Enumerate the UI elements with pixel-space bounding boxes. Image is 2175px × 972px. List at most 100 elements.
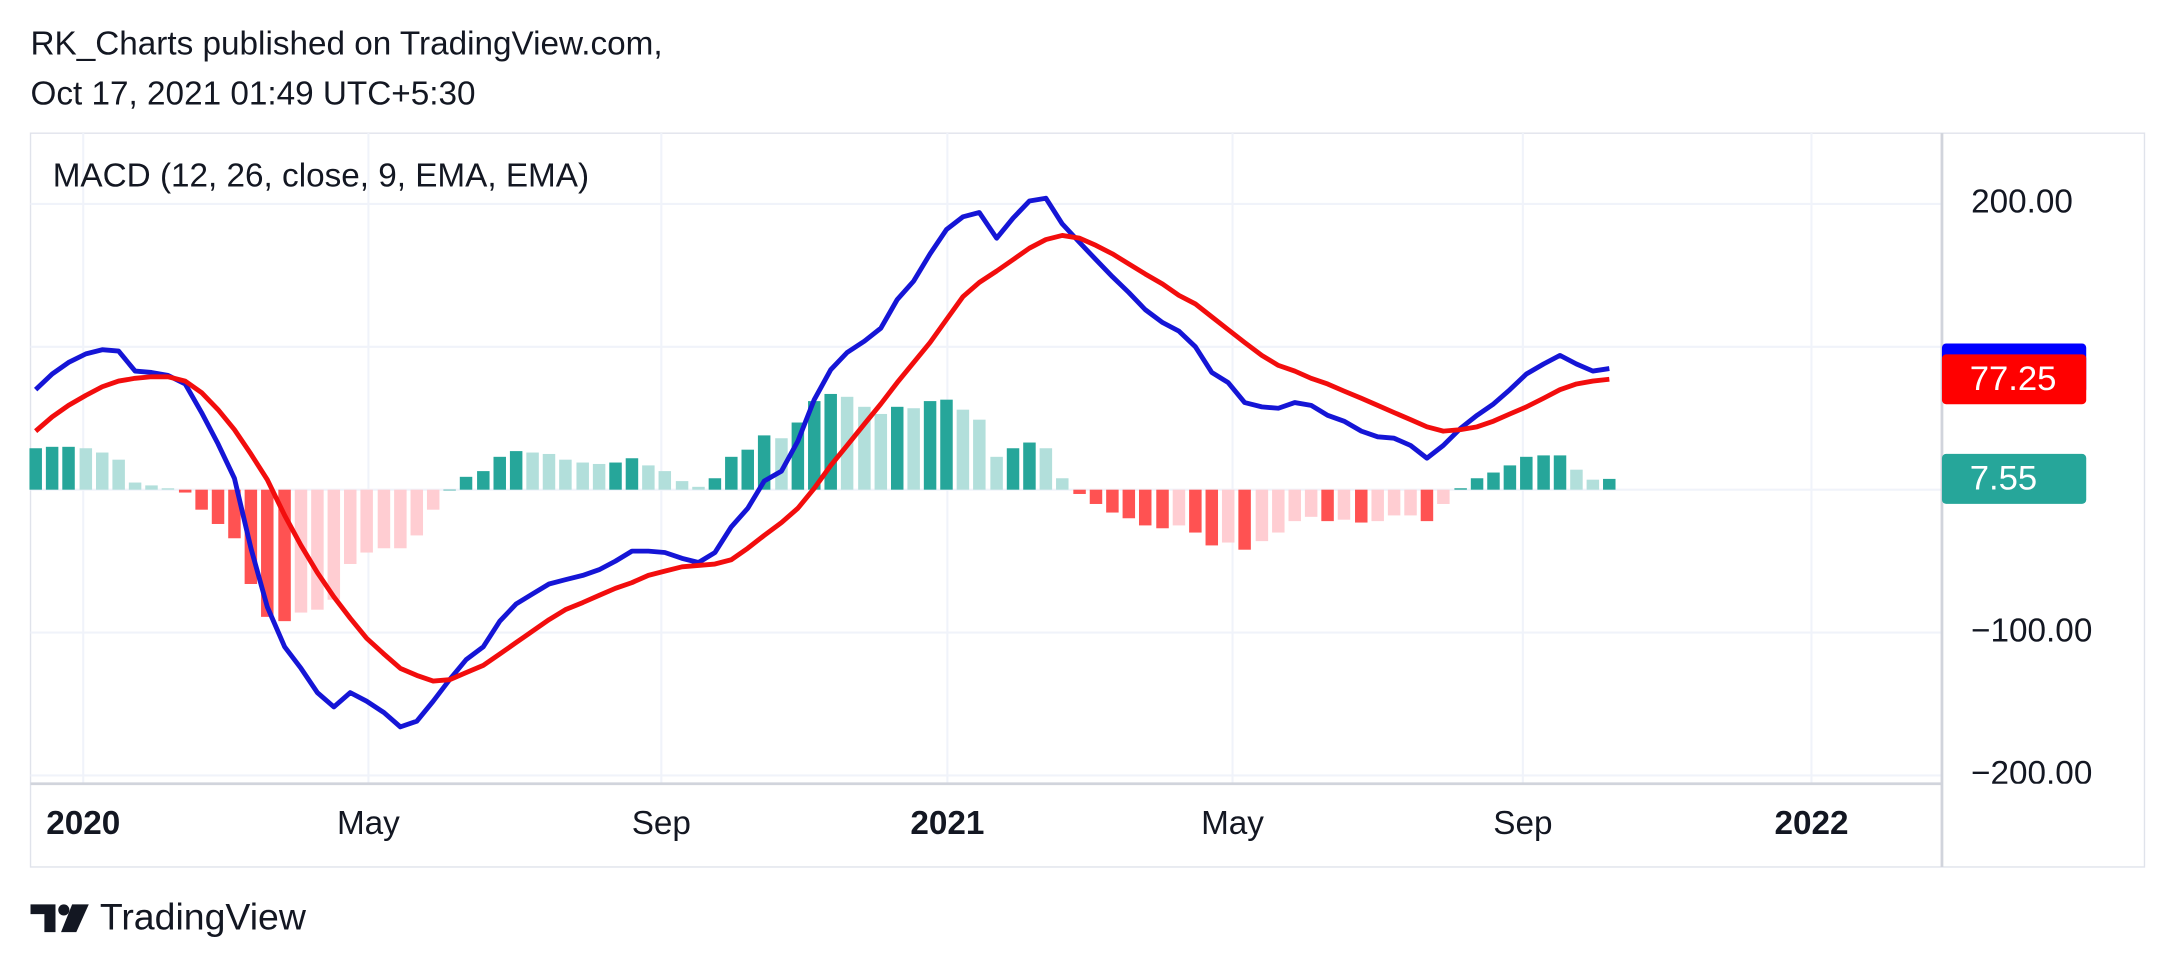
logo-dot bbox=[58, 904, 70, 916]
histogram-bar bbox=[443, 489, 456, 491]
x-tick-label: 2022 bbox=[1774, 805, 1848, 842]
histogram-bar bbox=[1520, 456, 1533, 490]
histogram-bar bbox=[973, 419, 986, 490]
histogram-bar bbox=[642, 465, 655, 490]
histogram-bar bbox=[940, 399, 953, 490]
histogram-bar bbox=[1404, 489, 1417, 516]
histogram-bar bbox=[95, 452, 109, 490]
histogram-bar bbox=[1487, 472, 1500, 490]
histogram-bar bbox=[625, 458, 639, 490]
publisher: RK_Charts published on TradingView.com, bbox=[31, 26, 663, 63]
histogram-bar bbox=[1304, 489, 1318, 517]
histogram-bar bbox=[658, 471, 672, 490]
histogram-bar bbox=[808, 401, 821, 490]
histogram-bar bbox=[344, 489, 357, 564]
series-line bbox=[34, 232, 1610, 684]
x-tick-label: May bbox=[337, 805, 400, 842]
histogram-bar bbox=[211, 489, 225, 524]
histogram-bar bbox=[1172, 489, 1186, 526]
histogram-bar bbox=[79, 448, 93, 490]
histogram-bar bbox=[311, 489, 324, 610]
histogram-bar bbox=[542, 453, 556, 490]
histogram-bar bbox=[907, 408, 920, 490]
histogram-bar bbox=[128, 482, 142, 490]
x-tick-label: Sep bbox=[632, 805, 691, 842]
histogram-bar bbox=[526, 452, 539, 490]
histogram-bar bbox=[1470, 478, 1484, 490]
histogram-bar bbox=[1056, 478, 1069, 490]
histogram-bar bbox=[493, 456, 506, 490]
histogram-bar bbox=[1255, 489, 1269, 542]
histogram-bar bbox=[1321, 489, 1334, 522]
y-tick-label: 200.00 bbox=[1971, 184, 2073, 221]
frame bbox=[29, 132, 2146, 868]
histogram-bar bbox=[459, 476, 473, 490]
x-tick-label: Sep bbox=[1493, 805, 1552, 842]
histogram-bar bbox=[1205, 489, 1219, 546]
x-tick-label: May bbox=[1201, 805, 1264, 842]
histogram-bar bbox=[360, 489, 373, 553]
y-tick-label: −100.00 bbox=[1971, 612, 2092, 649]
histogram-bar bbox=[923, 401, 937, 490]
histogram-bar bbox=[509, 451, 523, 490]
histogram-bar bbox=[112, 459, 125, 490]
logo bbox=[30, 904, 89, 933]
x-tick-label: 2020 bbox=[46, 805, 120, 842]
histogram-bar bbox=[1355, 489, 1368, 523]
histogram-bar bbox=[1553, 455, 1567, 490]
histogram-bar bbox=[1454, 488, 1467, 490]
histogram-bar bbox=[1073, 489, 1086, 494]
histogram-bar bbox=[559, 459, 572, 490]
histogram-bar bbox=[1156, 489, 1169, 529]
histogram-bar bbox=[1503, 465, 1517, 490]
histogram-bar bbox=[1122, 489, 1136, 519]
histogram-bar bbox=[1603, 478, 1616, 490]
histogram-bar bbox=[62, 446, 75, 490]
histogram-bar bbox=[1039, 448, 1053, 490]
grid bbox=[30, 133, 1942, 784]
histogram-bar bbox=[956, 409, 970, 490]
price-label: 77.25 bbox=[1970, 360, 2057, 398]
histogram-bar bbox=[45, 446, 59, 490]
histogram-bar bbox=[377, 489, 391, 549]
marks bbox=[29, 195, 1616, 730]
histogram-bar bbox=[294, 489, 308, 613]
y-axis: 200.00 −100.00 −200.00 bbox=[1971, 184, 2092, 792]
histogram-bar bbox=[725, 456, 738, 490]
histogram-bar bbox=[1221, 489, 1235, 543]
histogram-bar bbox=[178, 489, 192, 493]
histogram-bar bbox=[426, 489, 440, 510]
histogram-bar bbox=[1023, 442, 1036, 490]
histogram-bar bbox=[327, 489, 341, 600]
price-label: 7.55 bbox=[1970, 459, 2037, 497]
series-line bbox=[33, 195, 1610, 730]
x-axis: 2020 May Sep 2021 May Sep 2022 bbox=[46, 805, 1848, 842]
price-label-box bbox=[1941, 354, 2087, 405]
indicator-title: MACD (12, 26, close, 9, EMA, EMA) bbox=[53, 157, 589, 194]
histogram-bar bbox=[775, 438, 788, 490]
histogram-bar bbox=[1570, 469, 1583, 490]
histogram-bar bbox=[741, 449, 754, 490]
histogram-bar bbox=[609, 462, 622, 490]
histogram-bar bbox=[145, 485, 158, 490]
x-tick-label: 2021 bbox=[910, 805, 984, 842]
histogram-bar bbox=[1238, 489, 1251, 550]
brand: TradingView bbox=[100, 896, 307, 938]
histogram-bar bbox=[195, 489, 208, 510]
histogram-bar bbox=[1272, 489, 1285, 533]
histogram-bar bbox=[675, 481, 689, 490]
price-label-box bbox=[1941, 453, 2087, 504]
histogram-bar bbox=[592, 463, 606, 490]
timestamp: Oct 17, 2021 01:49 UTC+5:30 bbox=[31, 76, 476, 113]
y-tick-label: −200.00 bbox=[1971, 755, 2092, 792]
histogram-bar bbox=[1586, 479, 1600, 490]
histogram-bar bbox=[161, 488, 175, 490]
histogram-bar bbox=[261, 489, 274, 617]
histogram-bar bbox=[1371, 489, 1384, 522]
histogram-bar bbox=[576, 462, 589, 490]
histogram-bar bbox=[1420, 489, 1434, 522]
logo-mark bbox=[61, 904, 89, 933]
histogram-bar bbox=[394, 489, 407, 549]
histogram-bar bbox=[1006, 448, 1020, 490]
